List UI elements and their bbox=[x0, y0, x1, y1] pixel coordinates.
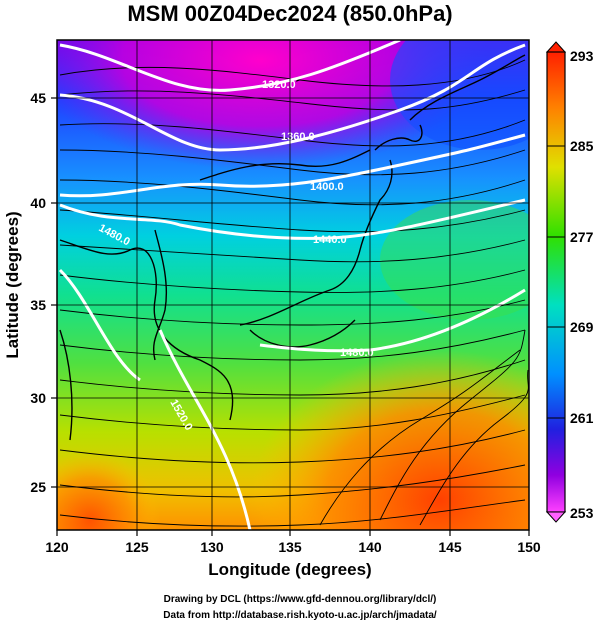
height-contours bbox=[58, 40, 526, 530]
y-tick-35: 35 bbox=[30, 297, 46, 313]
colorbar-scale bbox=[546, 51, 566, 513]
plot-frame bbox=[56, 39, 530, 531]
x-tick-150: 150 bbox=[517, 539, 541, 555]
y-tick-labels: 45 40 35 30 25 bbox=[30, 90, 46, 495]
colorbar-tick-277: 277 bbox=[570, 229, 594, 245]
colorbar-tick-261: 261 bbox=[570, 410, 594, 426]
grid bbox=[57, 40, 529, 530]
x-tick-125: 125 bbox=[125, 539, 149, 555]
map-title: MSM 00Z04Dec2024 (850.0hPa) bbox=[127, 1, 452, 26]
x-tick-130: 130 bbox=[200, 539, 224, 555]
y-axis-label: Latitude (degrees) bbox=[3, 211, 22, 358]
contour-label-1400: 1400.0 bbox=[310, 181, 344, 193]
colorbar-tick-253: 253 bbox=[570, 505, 594, 521]
contour-label-1480b: 1480.0 bbox=[340, 347, 374, 359]
y-tick-25: 25 bbox=[30, 479, 46, 495]
colorbar-top-arrow bbox=[545, 41, 567, 53]
colorbar-tick-285: 285 bbox=[570, 138, 594, 154]
tick-marks bbox=[51, 97, 530, 536]
colorbar-bottom-arrow bbox=[545, 511, 567, 523]
x-tick-145: 145 bbox=[438, 539, 462, 555]
x-tick-labels: 120 125 130 135 140 145 150 bbox=[45, 539, 541, 555]
colorbar: 293 285 277 269 261 253 bbox=[545, 41, 594, 523]
contour-label-1320: 1320.0 bbox=[262, 79, 296, 91]
x-tick-120: 120 bbox=[45, 539, 69, 555]
credit-line-2: Data from http://database.rish.kyoto-u.a… bbox=[163, 610, 437, 621]
y-tick-45: 45 bbox=[30, 90, 46, 106]
contour-label-1360: 1360.0 bbox=[281, 131, 315, 143]
x-tick-135: 135 bbox=[278, 539, 302, 555]
colorbar-tick-293: 293 bbox=[570, 48, 594, 64]
x-tick-140: 140 bbox=[358, 539, 382, 555]
contour-label-1440: 1440.0 bbox=[313, 234, 347, 246]
colorbar-tick-269: 269 bbox=[570, 319, 594, 335]
credit-line-1: Drawing by DCL (https://www.gfd-dennou.o… bbox=[164, 594, 437, 605]
y-tick-40: 40 bbox=[30, 195, 46, 211]
y-tick-30: 30 bbox=[30, 390, 46, 406]
x-axis-label: Longitude (degrees) bbox=[208, 560, 371, 579]
